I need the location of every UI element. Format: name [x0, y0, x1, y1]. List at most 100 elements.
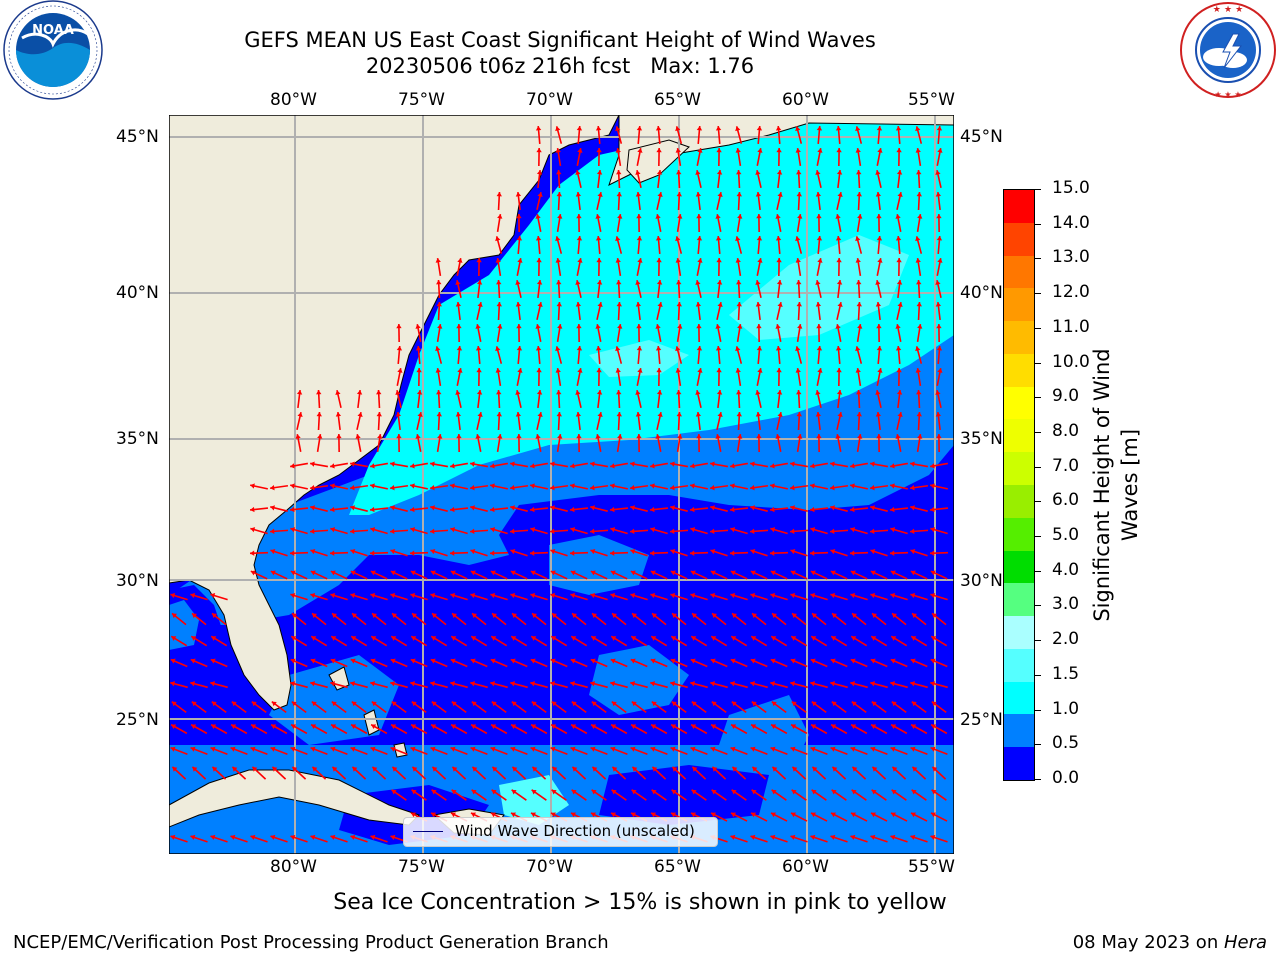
lon-label-bottom: 65°W: [654, 857, 701, 877]
wave-direction-arrowhead: [595, 346, 602, 351]
wave-direction-arrowhead: [611, 789, 617, 795]
wave-direction-arrowhead: [451, 724, 457, 730]
wave-direction-arrowhead: [775, 126, 782, 131]
wave-direction-arrowhead: [931, 789, 937, 795]
wave-direction-arrowhead: [171, 636, 177, 641]
wave-direction-arrowhead: [550, 570, 556, 576]
wave-direction-arrowhead: [870, 746, 876, 752]
wave-direction-arrowhead: [597, 302, 603, 307]
wave-direction-arrowhead: [410, 506, 415, 513]
wave-direction-arrowhead: [915, 258, 921, 263]
wave-direction-arrowhead: [330, 746, 336, 752]
wave-direction-arrowhead: [692, 613, 697, 619]
wave-direction-arrowhead: [717, 412, 723, 417]
wave-direction-arrowhead: [937, 258, 943, 263]
wave-direction-arrowhead: [810, 681, 816, 687]
wave-direction-arrowhead: [670, 658, 676, 664]
wave-direction-arrowhead: [695, 302, 702, 307]
wave-direction-arrowhead: [450, 550, 455, 556]
wave-direction-arrowhead: [710, 505, 716, 511]
wave-direction-arrowhead: [475, 434, 481, 439]
wave-direction-arrowhead: [412, 613, 417, 619]
wave-direction-arrowhead: [490, 550, 495, 556]
wave-direction-arrowhead: [676, 302, 682, 307]
wave-direction-arrowhead: [530, 570, 536, 576]
wave-direction-arrowhead: [410, 681, 416, 687]
wave-direction-arrowhead: [771, 789, 777, 795]
wave-direction-arrowhead: [896, 170, 903, 175]
wave-direction-arrowhead: [470, 658, 476, 664]
wave-direction-arrowhead: [552, 613, 557, 619]
wave-direction-arrowhead: [351, 701, 357, 707]
wave-direction-arrowhead: [430, 681, 436, 687]
wave-direction-arrowhead: [671, 701, 677, 707]
colorbar-segment: [1004, 419, 1034, 453]
wave-direction-arrowhead: [450, 681, 456, 687]
wave-direction-arrowhead: [595, 236, 602, 241]
wave-direction-arrowhead: [370, 527, 376, 533]
wave-direction-arrowhead: [770, 593, 776, 599]
wave-direction-arrowhead: [917, 324, 923, 329]
wave-direction-arrowhead: [451, 789, 457, 795]
colorbar-tick-label: 0.5: [1052, 733, 1080, 754]
wave-direction-arrowhead: [916, 412, 922, 417]
wave-direction-arrowhead: [191, 701, 197, 707]
wave-direction-arrowhead: [570, 483, 575, 489]
wave-direction-arrowhead: [551, 724, 557, 730]
wave-direction-arrowhead: [811, 789, 817, 795]
wave-direction-arrowhead: [576, 346, 583, 351]
wave-direction-arrowhead: [490, 593, 496, 599]
wave-direction-arrowhead: [656, 368, 662, 373]
wave-direction-arrowhead: [595, 324, 601, 329]
wave-direction-arrowhead: [170, 834, 176, 840]
wave-direction-arrowhead: [396, 434, 402, 439]
wave-direction-arrowhead: [850, 834, 856, 840]
wave-direction-arrowhead: [631, 724, 637, 730]
colorbar-tick-label: 2.0: [1052, 629, 1080, 650]
wave-direction-arrowhead: [250, 570, 256, 576]
wave-direction-arrowhead: [570, 812, 576, 818]
wave-direction-arrowhead: [676, 390, 682, 395]
wave-direction-arrowhead: [270, 548, 276, 555]
wave-direction-arrowhead: [410, 593, 416, 599]
wave-direction-arrowhead: [470, 485, 475, 491]
lon-label-bottom: 55°W: [908, 857, 955, 877]
wave-direction-arrowhead: [290, 593, 296, 599]
wave-direction-arrowhead: [871, 636, 877, 641]
colorbar-tick-mark: [1035, 501, 1041, 503]
wave-direction-arrowhead: [630, 485, 635, 491]
wave-direction-arrowhead: [772, 613, 777, 619]
wave-direction-arrowhead: [290, 463, 295, 469]
wave-direction-arrowhead: [730, 527, 736, 533]
wave-direction-arrowhead: [476, 368, 482, 373]
wave-direction-arrowhead: [415, 324, 421, 329]
lon-label-top: 55°W: [908, 90, 955, 110]
wave-direction-arrowhead: [191, 636, 197, 641]
wave-direction-arrowhead: [870, 548, 876, 555]
wave-direction-arrowhead: [876, 126, 883, 131]
wave-direction-arrowhead: [591, 701, 597, 707]
wave-direction-arrowhead: [750, 548, 756, 555]
wave-direction-arrowhead: [650, 463, 655, 469]
wave-direction-arrowhead: [875, 390, 881, 395]
wave-direction-arrowhead: [815, 302, 822, 307]
wave-direction-arrowhead: [850, 550, 855, 556]
wave-direction-arrowhead: [231, 724, 237, 730]
wave-direction-arrowhead: [770, 681, 776, 687]
wave-direction-arrowhead: [490, 506, 495, 513]
wave-direction-arrowhead: [190, 658, 196, 664]
wave-direction-arrowhead: [295, 434, 301, 439]
wave-direction-arrowhead: [710, 461, 715, 467]
wave-direction-arrowhead: [632, 613, 637, 619]
wave-direction-arrowhead: [470, 812, 476, 818]
wave-direction-arrowhead: [430, 570, 436, 576]
wave-direction-arrowhead: [871, 724, 877, 730]
wave-direction-arrowhead: [731, 789, 737, 795]
wave-direction-arrowhead: [637, 148, 643, 153]
wave-direction-arrowhead: [436, 390, 442, 395]
wave-direction-arrowhead: [450, 570, 456, 576]
colorbar-tick-mark: [1035, 779, 1041, 780]
wave-direction-arrowhead: [750, 681, 756, 687]
wave-direction-arrowhead: [715, 214, 721, 219]
wave-direction-arrowhead: [790, 834, 796, 840]
